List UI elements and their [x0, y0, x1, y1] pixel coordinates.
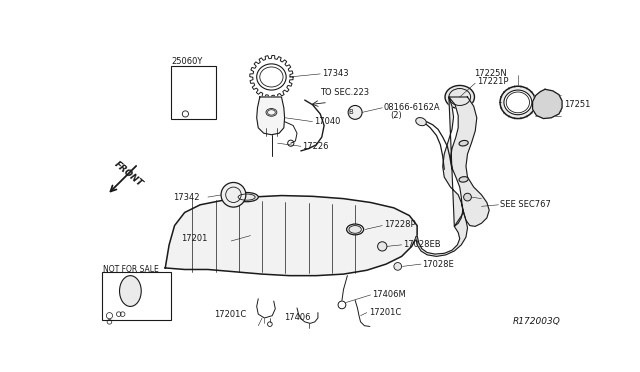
Text: (2): (2) [390, 111, 402, 120]
Text: 17251: 17251 [564, 100, 590, 109]
Ellipse shape [459, 140, 468, 146]
Ellipse shape [235, 192, 259, 202]
Ellipse shape [504, 90, 532, 115]
Text: FRONT: FRONT [112, 160, 144, 189]
Polygon shape [443, 97, 489, 226]
FancyBboxPatch shape [102, 272, 172, 320]
Text: 17406: 17406 [284, 314, 310, 323]
Text: 17406M: 17406M [372, 291, 406, 299]
Text: 17221P: 17221P [477, 77, 508, 86]
FancyBboxPatch shape [172, 66, 216, 119]
Ellipse shape [459, 177, 468, 182]
Text: 17342: 17342 [173, 193, 200, 202]
Text: 17201C: 17201C [369, 308, 401, 317]
Text: 08166-6162A: 08166-6162A [384, 103, 440, 112]
Polygon shape [532, 89, 562, 119]
Ellipse shape [120, 276, 141, 307]
Text: 17040: 17040 [314, 117, 340, 126]
Text: NOT FOR SALE: NOT FOR SALE [103, 265, 159, 274]
Text: SEE SEC767: SEE SEC767 [500, 200, 551, 209]
Polygon shape [257, 97, 285, 135]
Ellipse shape [347, 224, 364, 235]
Text: 17201: 17201 [180, 234, 207, 243]
Text: 17028EB: 17028EB [403, 240, 441, 249]
Circle shape [348, 106, 362, 119]
Text: 17201C: 17201C [214, 310, 246, 319]
Text: TO SEC.223: TO SEC.223 [320, 88, 369, 97]
Polygon shape [415, 212, 467, 256]
Circle shape [378, 242, 387, 251]
Text: B: B [348, 109, 353, 115]
Text: 17226: 17226 [303, 142, 329, 151]
Ellipse shape [445, 86, 474, 109]
Text: 17343: 17343 [322, 70, 348, 78]
Ellipse shape [416, 118, 426, 126]
Text: 17028E: 17028E [422, 260, 454, 269]
Text: 25060Y: 25060Y [172, 57, 203, 66]
Text: 17225N: 17225N [474, 70, 507, 78]
Ellipse shape [500, 86, 536, 119]
Circle shape [394, 263, 402, 270]
Polygon shape [165, 196, 417, 276]
Circle shape [221, 183, 246, 207]
Circle shape [463, 193, 472, 201]
Text: R172003Q: R172003Q [513, 317, 561, 326]
Text: 17228P: 17228P [384, 220, 415, 229]
